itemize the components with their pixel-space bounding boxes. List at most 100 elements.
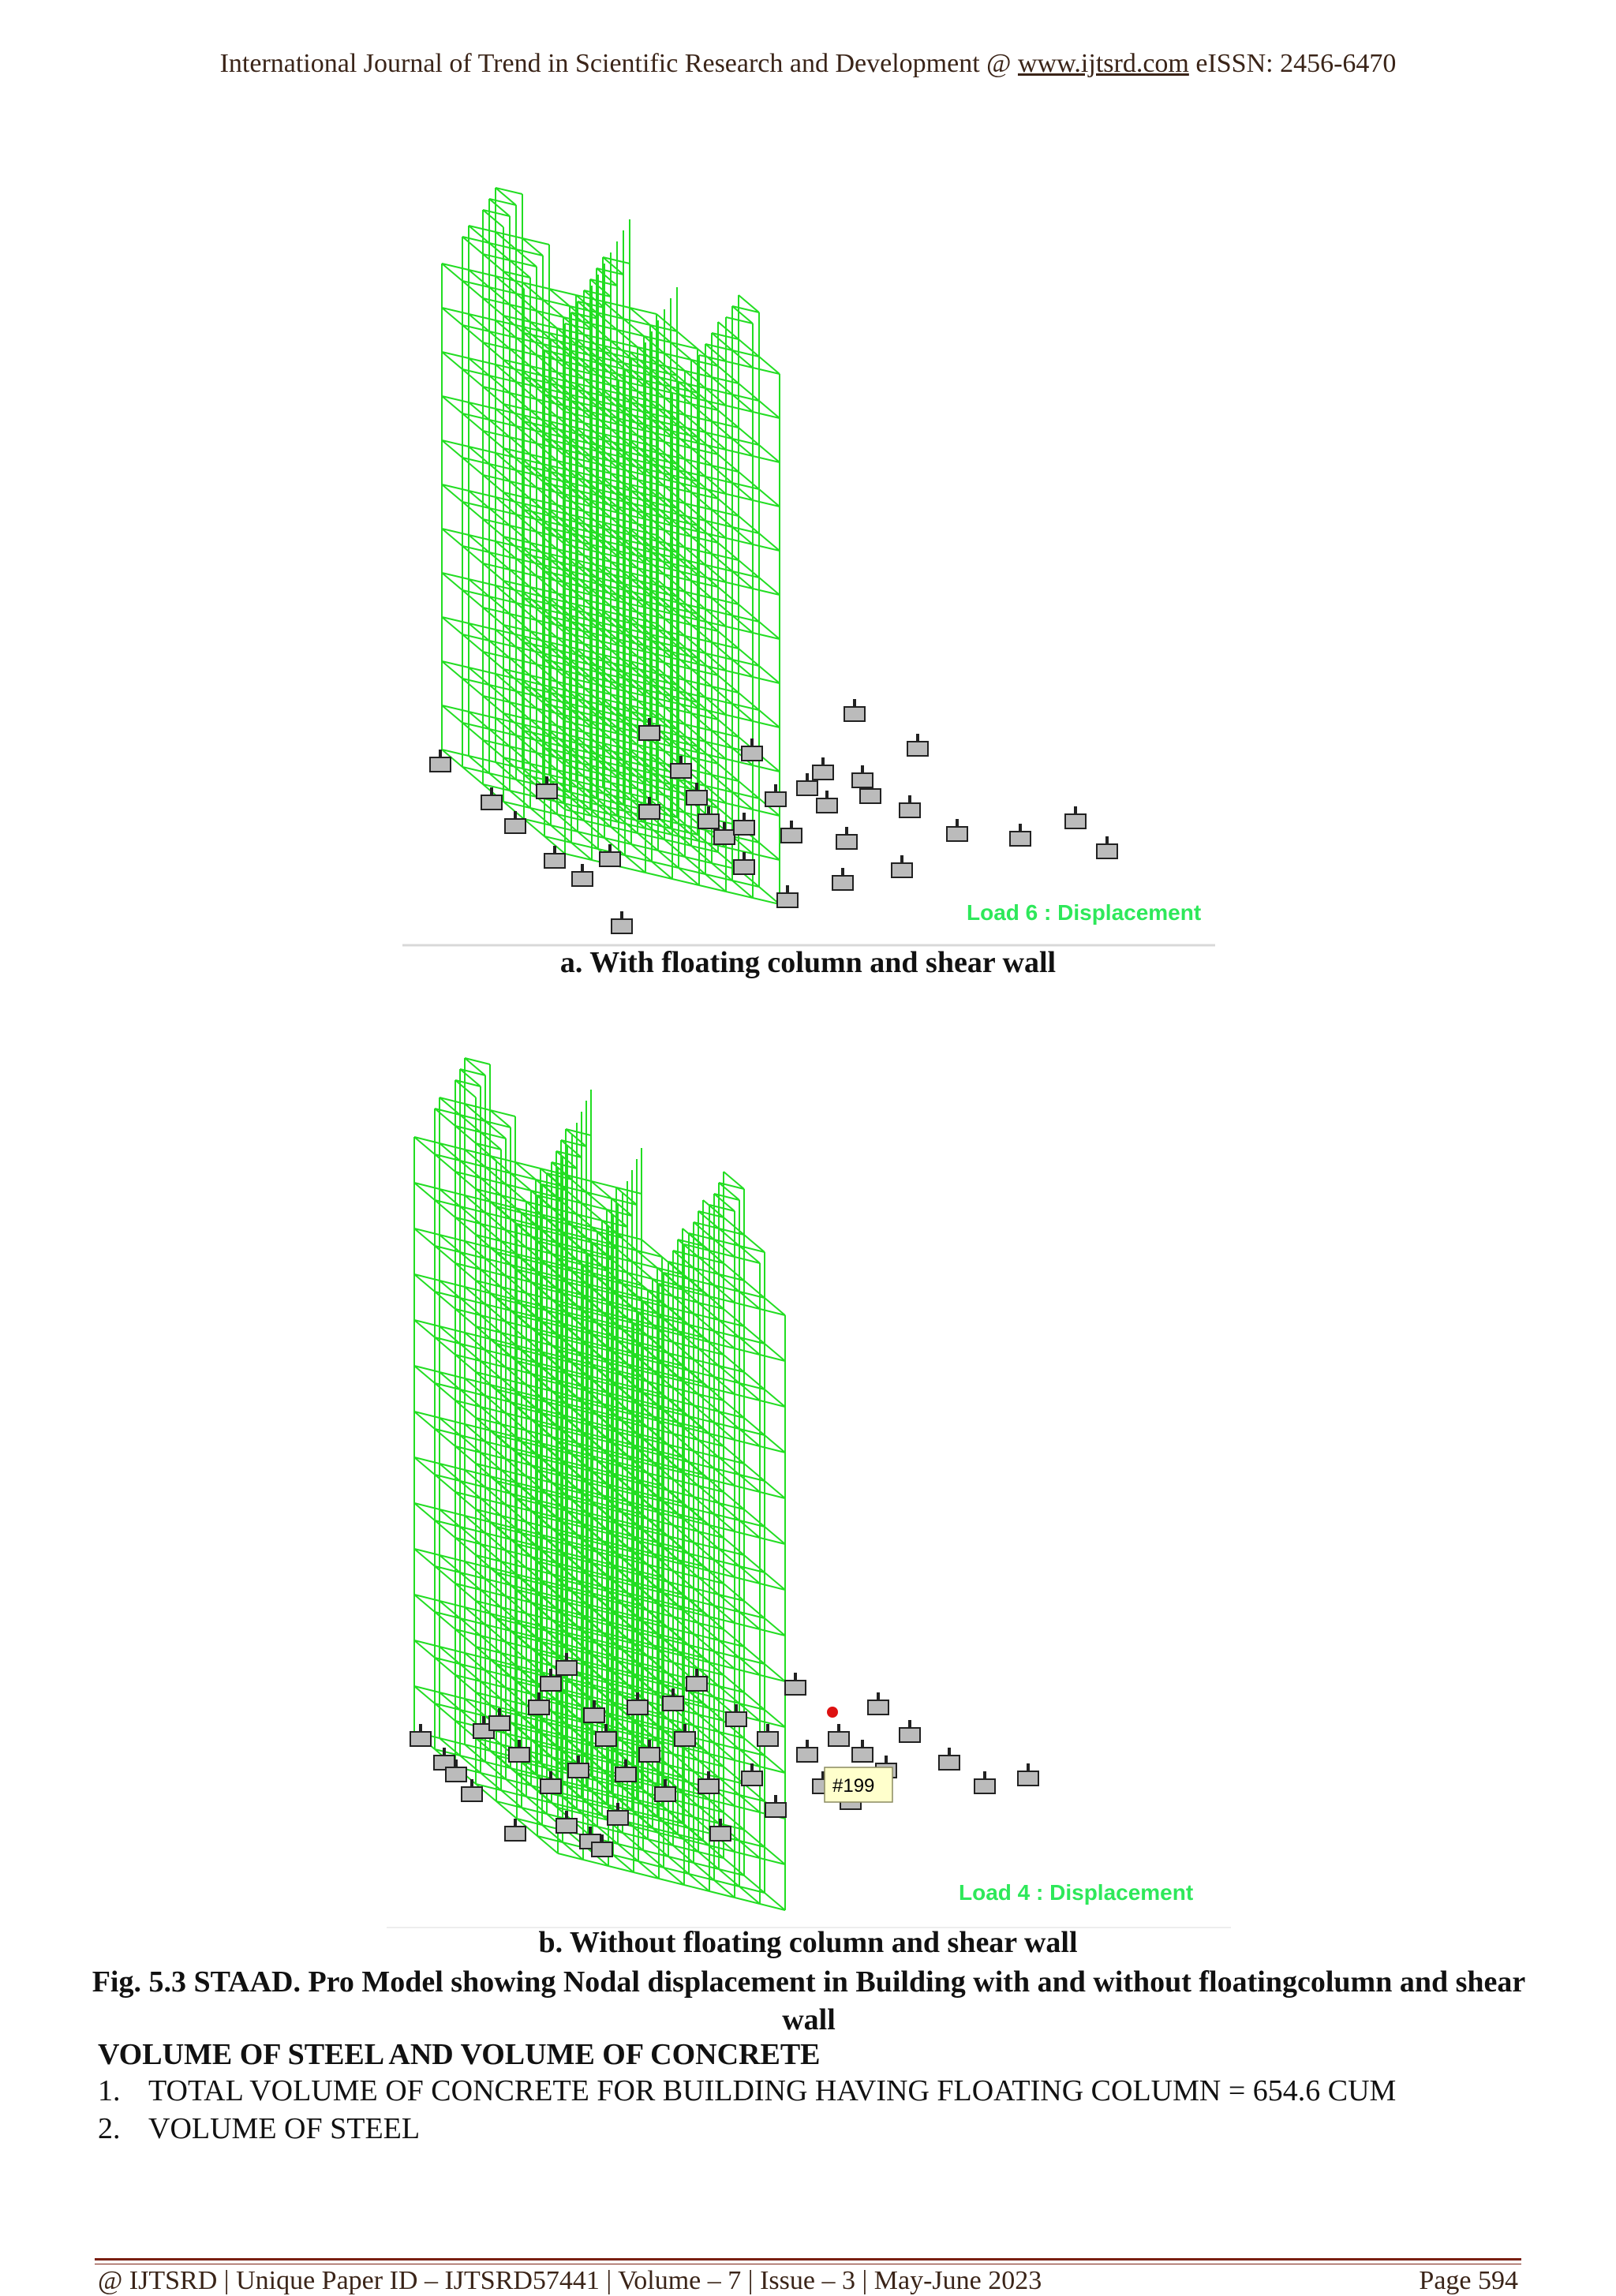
frame-member bbox=[550, 471, 572, 490]
frame-member bbox=[488, 286, 511, 305]
frame-member bbox=[758, 488, 780, 507]
frame-member bbox=[643, 380, 671, 387]
frame-member bbox=[663, 1775, 690, 1783]
frame-member bbox=[577, 610, 605, 618]
frame-member bbox=[541, 1641, 568, 1649]
frame-member bbox=[604, 705, 626, 724]
frame-member bbox=[505, 1687, 527, 1706]
frame-member bbox=[482, 651, 504, 670]
frame-member bbox=[556, 725, 585, 733]
frame-member bbox=[413, 1136, 436, 1155]
frame-member bbox=[631, 1261, 653, 1280]
frame-member bbox=[677, 1513, 704, 1521]
frame-member bbox=[541, 1321, 568, 1329]
frame-member bbox=[488, 198, 511, 217]
fixed-support-icon bbox=[429, 757, 451, 772]
frame-member bbox=[495, 673, 517, 692]
frame-member bbox=[698, 1439, 724, 1447]
frame-member bbox=[604, 660, 632, 668]
frame-member bbox=[496, 1572, 522, 1580]
journal-link[interactable]: www.ijtsrd.com bbox=[1017, 49, 1189, 78]
frame-member bbox=[690, 536, 713, 555]
frame-member bbox=[592, 1333, 619, 1341]
frame-member bbox=[496, 1617, 518, 1636]
frame-member bbox=[454, 1537, 481, 1545]
frame-member bbox=[752, 411, 780, 419]
frame-member bbox=[536, 310, 558, 329]
frame-member bbox=[617, 1569, 639, 1587]
frame-member bbox=[731, 350, 760, 357]
frame-member bbox=[637, 435, 659, 454]
frame-member bbox=[556, 1654, 582, 1662]
frame-member bbox=[468, 269, 490, 288]
frame-member bbox=[592, 1608, 619, 1616]
frame-member bbox=[556, 681, 585, 689]
frame-member bbox=[544, 615, 572, 623]
frame-member bbox=[548, 465, 577, 473]
frame-member bbox=[581, 1477, 608, 1485]
frame-member bbox=[602, 345, 630, 353]
frame-member bbox=[734, 1759, 761, 1767]
frame-member bbox=[656, 1267, 683, 1275]
frame-member bbox=[596, 356, 624, 364]
frame-member bbox=[567, 1236, 593, 1243]
frame-member bbox=[684, 856, 706, 875]
frame-member bbox=[759, 1445, 786, 1453]
frame-member bbox=[631, 1352, 658, 1360]
frame-member bbox=[482, 209, 511, 217]
selected-node-marker[interactable] bbox=[827, 1707, 838, 1718]
frame-member bbox=[551, 1207, 578, 1215]
frame-member bbox=[624, 854, 646, 873]
frame-member bbox=[606, 1209, 633, 1217]
frame-member bbox=[582, 1630, 609, 1638]
frame-member bbox=[482, 695, 511, 703]
frame-member bbox=[718, 1868, 745, 1876]
frame-member bbox=[536, 443, 564, 451]
frame-member bbox=[668, 1856, 690, 1875]
frame-member bbox=[441, 572, 469, 580]
frame-member bbox=[630, 402, 653, 421]
frame-member bbox=[509, 348, 531, 367]
frame-member bbox=[459, 1297, 486, 1305]
frame-member bbox=[690, 580, 713, 599]
frame-member bbox=[488, 331, 511, 350]
frame-member bbox=[571, 1408, 598, 1415]
frame-member bbox=[544, 659, 566, 678]
frame-member bbox=[516, 1635, 538, 1654]
frame-member bbox=[725, 537, 754, 545]
frame-member bbox=[495, 231, 517, 250]
frame-member bbox=[608, 1453, 634, 1461]
frame-member bbox=[464, 1469, 491, 1477]
frame-member bbox=[529, 365, 558, 373]
frame-member bbox=[439, 1600, 461, 1619]
frame-member bbox=[587, 1482, 609, 1501]
frame-member bbox=[684, 458, 713, 466]
frame-member bbox=[495, 320, 523, 327]
frame-member bbox=[663, 1775, 685, 1794]
frame-member bbox=[610, 605, 632, 624]
frame-member bbox=[649, 545, 678, 553]
frame-member bbox=[591, 373, 619, 381]
frame-member bbox=[596, 577, 624, 585]
frame-member bbox=[585, 1420, 612, 1428]
frame-member bbox=[718, 1411, 745, 1419]
fixed-support-icon bbox=[638, 804, 660, 820]
frame-member bbox=[592, 1745, 619, 1753]
fixed-support-icon bbox=[662, 1696, 684, 1711]
frame-member bbox=[709, 1296, 735, 1303]
frame-member bbox=[743, 1875, 765, 1894]
frame-member bbox=[624, 368, 653, 376]
frame-member bbox=[623, 318, 651, 326]
frame-member bbox=[500, 1652, 527, 1660]
frame-member bbox=[482, 607, 504, 626]
frame-member bbox=[589, 323, 618, 331]
frame-member bbox=[610, 738, 638, 746]
frame-member bbox=[521, 1670, 548, 1677]
fixed-support-icon bbox=[938, 1755, 960, 1771]
frame-member bbox=[582, 1493, 609, 1501]
frame-member bbox=[556, 681, 578, 700]
frame-member bbox=[652, 1461, 679, 1469]
frame-member bbox=[718, 1457, 745, 1464]
fixed-support-icon bbox=[828, 1731, 850, 1747]
frame-member bbox=[500, 1652, 522, 1671]
